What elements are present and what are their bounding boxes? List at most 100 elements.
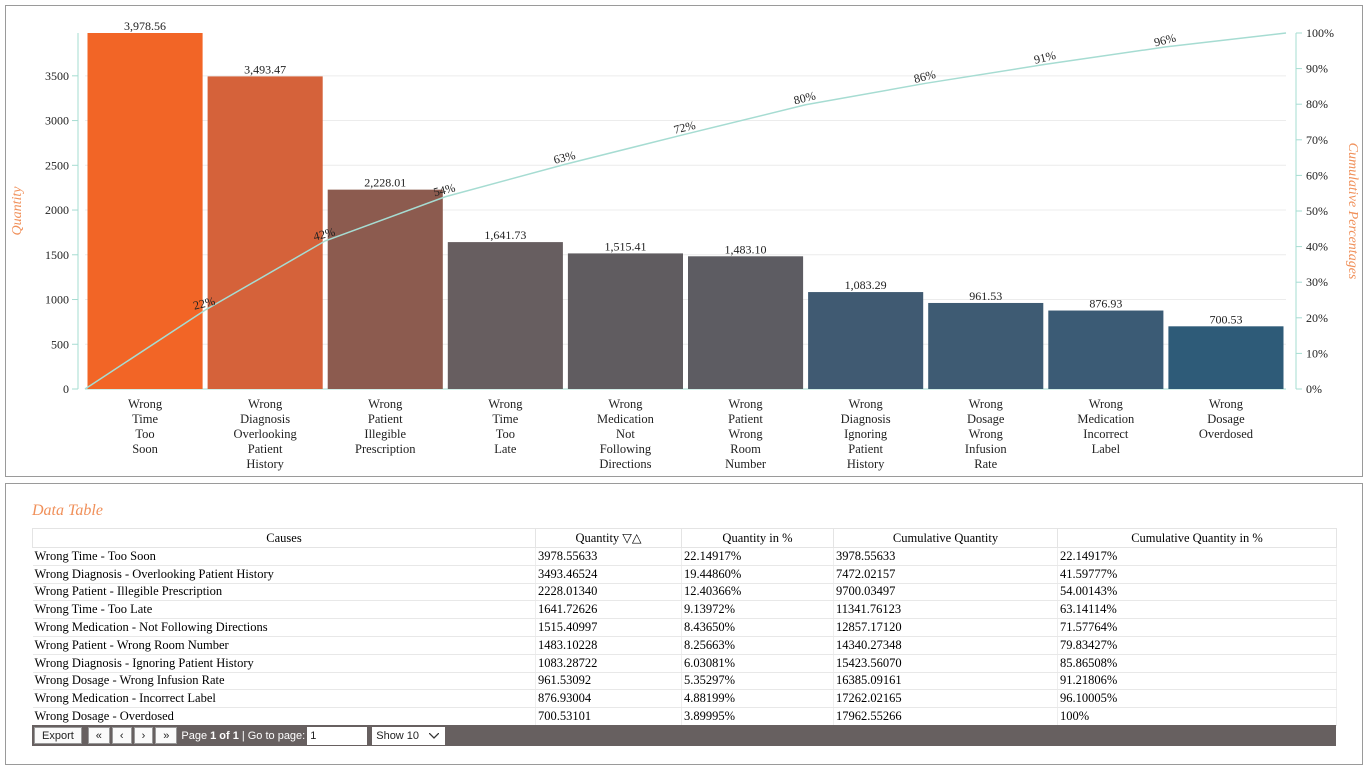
- line-value-label: 80%: [792, 88, 817, 107]
- table-cell: 17262.02165: [833, 689, 1058, 709]
- table-row: Wrong Time - Too Late 1641.72626 9.13972% 1…: [32, 600, 1337, 620]
- y2-tick-label: 60%: [1306, 168, 1328, 182]
- table-cell: Wrong Medication - Not Following Directi…: [32, 618, 536, 637]
- page-label: Page: [181, 729, 208, 742]
- table-cell: Wrong Patient - Illegible Prescription: [32, 583, 536, 602]
- line-value-label: 42%: [312, 225, 337, 244]
- bar: [447, 242, 563, 389]
- bar-value-label: 1,083.29: [845, 278, 887, 292]
- table-cell: 63.14114%: [1057, 600, 1337, 620]
- bar: [207, 76, 323, 389]
- table-row: Wrong Patient - Wrong Room Number 1483.10…: [32, 636, 1337, 655]
- table-row: Wrong Medication - Incorrect Label 876.93…: [32, 689, 1337, 709]
- bar-value-label: 1,641.73: [484, 228, 526, 242]
- y-tick-label: 1000: [45, 293, 69, 307]
- table-cell: 17962.55266: [833, 707, 1058, 726]
- y2-axis-title: Cumulative Percentages: [1345, 143, 1360, 280]
- table-cell: 3.89995%: [681, 707, 834, 726]
- page-size-select[interactable]: Show 10: [372, 726, 446, 745]
- y2-tick-label: 40%: [1306, 240, 1328, 254]
- table-cell: 1641.72626: [535, 600, 682, 620]
- table-body: Wrong Time - Too Soon 3978.55633 22.14917%…: [32, 547, 1337, 726]
- bar-value-label: 876.93: [1089, 297, 1122, 311]
- y-tick-label: 1500: [45, 248, 69, 262]
- table-cell: 3978.55633: [535, 547, 682, 566]
- table-cell: 11341.76123: [833, 600, 1058, 620]
- table-cell: Wrong Patient - Wrong Room Number: [32, 636, 536, 655]
- bar: [1048, 310, 1164, 389]
- bar-value-label: 3,493.47: [244, 62, 286, 76]
- table-cell: 71.57764%: [1057, 618, 1337, 637]
- table-title: Data Table: [32, 502, 103, 519]
- line-start: [84, 309, 206, 390]
- table-cell: 876.93004: [535, 689, 682, 709]
- bar-value-label: 700.53: [1209, 312, 1242, 326]
- table-cell: Wrong Time - Too Late: [32, 600, 536, 620]
- y-tick-label: 3000: [45, 114, 69, 128]
- table-cell: 91.21806%: [1057, 672, 1337, 691]
- column-header: Quantity in %: [681, 528, 834, 548]
- table-row: Wrong Diagnosis - Overlooking Patient Hi…: [32, 565, 1337, 584]
- bar: [87, 33, 203, 389]
- line-value-label: 86%: [912, 67, 937, 86]
- y-tick-label: 2500: [45, 158, 69, 172]
- line-value-label: 72%: [672, 118, 697, 137]
- bar: [1168, 326, 1284, 389]
- bar-value-label: 2,228.01: [364, 176, 406, 190]
- table-cell: 22.14917%: [681, 547, 834, 566]
- cumulative-line: [204, 32, 1287, 311]
- last-page-button[interactable]: »: [155, 727, 178, 744]
- x-tick-label: Wrong Dosage Overdosed: [1198, 397, 1254, 441]
- bar: [327, 189, 443, 389]
- table-cell: 2228.01340: [535, 583, 682, 602]
- table-cell: 54.00143%: [1057, 583, 1337, 602]
- table-cell: 100%: [1057, 707, 1337, 726]
- y-tick-label: 500: [51, 337, 69, 351]
- x-tick-label: Wrong Patient Illegible Prescription: [355, 397, 416, 456]
- x-tick-label: Wrong Time Too Soon: [127, 397, 163, 456]
- y2-tick-label: 50%: [1306, 204, 1328, 218]
- table-cell: 41.59777%: [1057, 565, 1337, 584]
- header-row: Causes Quantity ▽△ Quantity in % Cumulative…: [32, 528, 1337, 548]
- table-row: Wrong Dosage - Wrong Infusion Rate 961.53…: [32, 672, 1337, 691]
- table-cell: 6.03081%: [681, 654, 834, 673]
- table-cell: 9.13972%: [681, 600, 834, 620]
- bar: [808, 292, 924, 389]
- column-header: Cumulative Quantity: [833, 528, 1058, 548]
- table-cell: 85.86508%: [1057, 654, 1337, 673]
- table-cell: 14340.27348: [833, 636, 1058, 655]
- dropdown-icon: [429, 732, 440, 739]
- line-value-label: 54%: [432, 180, 457, 199]
- y2-tick-label: 70%: [1306, 133, 1328, 147]
- table-cell: 9700.03497: [833, 583, 1058, 602]
- y2-tick-label: 100%: [1306, 26, 1334, 40]
- first-page-button[interactable]: «: [87, 727, 110, 744]
- y-tick-label: 3500: [45, 69, 69, 83]
- column-header: Causes: [32, 528, 536, 548]
- pager: Export « ‹ › » Page 1 of 1 | Go to page:…: [32, 725, 1336, 746]
- table-cell: 79.83427%: [1057, 636, 1337, 655]
- y2-tick-label: 30%: [1306, 275, 1328, 289]
- line-value-label: 63%: [552, 148, 577, 167]
- export-button[interactable]: Export: [34, 727, 82, 744]
- y-axis-title: Quantity: [10, 186, 25, 236]
- y-tick-label: 2000: [45, 203, 69, 217]
- bar: [567, 253, 683, 389]
- table-cell: Wrong Dosage - Overdosed: [32, 707, 536, 726]
- next-page-button[interactable]: ›: [133, 727, 154, 744]
- table-cell: Wrong Diagnosis - Overlooking Patient Hi…: [32, 565, 536, 584]
- table-cell: 22.14917%: [1057, 547, 1337, 566]
- bar: [688, 256, 804, 389]
- table-cell: 19.44860%: [681, 565, 834, 584]
- x-tick-label: Wrong Dosage Wrong Infusion Rate: [964, 397, 1007, 471]
- table-cell: 1515.40997: [535, 618, 682, 637]
- page-input[interactable]: 1: [307, 726, 368, 745]
- bar-value-label: 1,483.10: [725, 242, 767, 256]
- x-tick-label: Wrong Time Too Late: [488, 397, 523, 456]
- x-tick-label: Wrong Diagnosis Ignoring Patient History: [840, 397, 891, 471]
- prev-page-button[interactable]: ‹: [111, 727, 132, 744]
- bar: [928, 302, 1044, 389]
- x-tick-label: Wrong Medication Not Following Direction…: [596, 397, 654, 471]
- chart: 0 500 1000 1500 2000 2500 3000 3500 0% 10% 20% 30% 4…: [10, 19, 1360, 396]
- table-cell: 96.10005%: [1057, 689, 1337, 709]
